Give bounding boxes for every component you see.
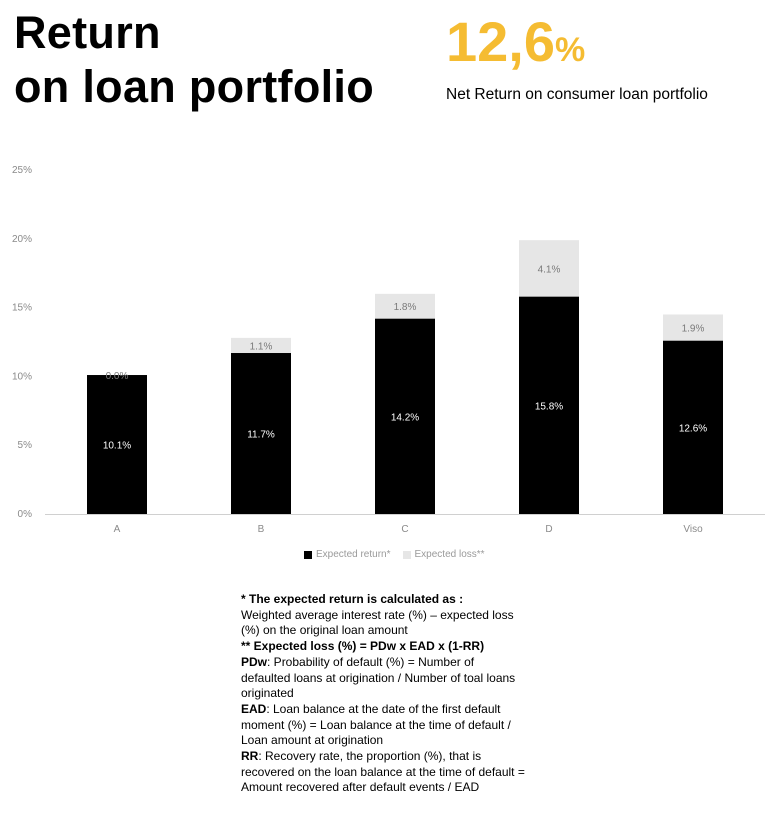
x-tick-label: Viso xyxy=(683,524,703,535)
bar-expected-loss xyxy=(375,293,435,319)
note-rr: RR: Recovery rate, the proportion (%), t… xyxy=(241,749,526,796)
note-rr-text: : Recovery rate, the proportion (%), tha… xyxy=(241,749,525,795)
data-label-expected-loss: 1.9% xyxy=(682,324,705,335)
y-tick-label: 10% xyxy=(12,371,32,382)
data-label-expected-return: 12.6% xyxy=(679,423,707,434)
stacked-bar-chart: 0% 5% 10% 15% 20% 25% 10.1% 0.0% A 11.7% 1.1% B 14.2… xyxy=(12,165,765,535)
note-rr-term: RR xyxy=(241,749,259,764)
net-return-kpi: 12,6% xyxy=(446,12,585,80)
legend-label-expected-loss: Expected loss** xyxy=(414,549,485,560)
bar-expected-return xyxy=(519,296,579,514)
bar-expected-loss xyxy=(231,337,291,354)
legend-item-expected-return[interactable]: Expected return* xyxy=(304,549,391,560)
note-expected-return-heading: * The expected return is calculated as : xyxy=(241,592,526,608)
data-label-expected-return: 10.1% xyxy=(103,441,131,452)
bar-expected-loss xyxy=(519,240,579,297)
data-label-expected-loss: 1.1% xyxy=(250,341,273,352)
kpi-unit: % xyxy=(555,31,586,69)
note-expected-return-formula: Weighted average interest rate (%) – exp… xyxy=(241,607,514,638)
note-ead: EAD: Loan balance at the date of the fir… xyxy=(241,702,526,749)
note-expected-return-heading-text: * The expected return is calculated as : xyxy=(241,592,464,606)
bar-expected-return xyxy=(87,375,147,514)
note-ead-text: : Loan balance at the date of the first … xyxy=(241,701,511,748)
y-tick-label: 15% xyxy=(12,303,32,314)
y-tick-label: 20% xyxy=(12,234,32,245)
bar-expected-return xyxy=(375,318,435,514)
bar-expected-loss xyxy=(663,314,723,341)
legend-swatch-expected-loss xyxy=(402,550,411,559)
bar-expected-return xyxy=(663,340,723,514)
y-tick-label: 0% xyxy=(18,509,33,520)
legend-item-expected-loss[interactable]: Expected loss** xyxy=(402,549,485,560)
title-line-2: on loan portfolio xyxy=(14,61,375,112)
data-label-expected-return: 14.2% xyxy=(391,412,419,423)
kpi-caption: Net Return on consumer loan portfolio xyxy=(446,86,708,103)
x-tick-label: B xyxy=(258,524,265,535)
note-expected-loss-heading-text: ** Expected loss (%) = PDw x EAD x (1-RR… xyxy=(241,639,485,654)
note-pdw-term: PDw xyxy=(241,654,268,669)
x-tick-label: C xyxy=(401,524,408,535)
x-tick-label: D xyxy=(545,524,552,535)
note-expected-loss-heading: ** Expected loss (%) = PDw x EAD x (1-RR… xyxy=(241,639,526,655)
data-label-expected-return: 11.7% xyxy=(247,430,275,441)
title-line-1: Return xyxy=(14,7,161,58)
chart-legend: Expected return* Expected loss** xyxy=(304,549,497,560)
page-title: Return on loan portfolio xyxy=(14,6,374,114)
x-tick-label: A xyxy=(114,524,121,535)
data-label-expected-loss: 1.8% xyxy=(394,302,417,313)
note-pdw: PDw: Probability of default (%) = Number… xyxy=(241,655,526,702)
footnotes: * The expected return is calculated as :… xyxy=(241,592,526,796)
kpi-value: 12,6 xyxy=(446,10,555,73)
note-pdw-text: : Probability of default (%) = Number of… xyxy=(241,654,516,701)
legend-label-expected-return: Expected return* xyxy=(316,549,391,560)
data-label-expected-loss: 0.0% xyxy=(106,371,129,382)
data-label-expected-return: 15.8% xyxy=(535,401,563,412)
y-tick-label: 5% xyxy=(18,440,33,451)
bar-expected-return xyxy=(231,353,291,514)
y-tick-label: 25% xyxy=(12,165,32,176)
legend-swatch-expected-return xyxy=(304,550,312,559)
note-ead-term: EAD xyxy=(241,701,267,716)
data-label-expected-loss: 4.1% xyxy=(538,264,561,275)
